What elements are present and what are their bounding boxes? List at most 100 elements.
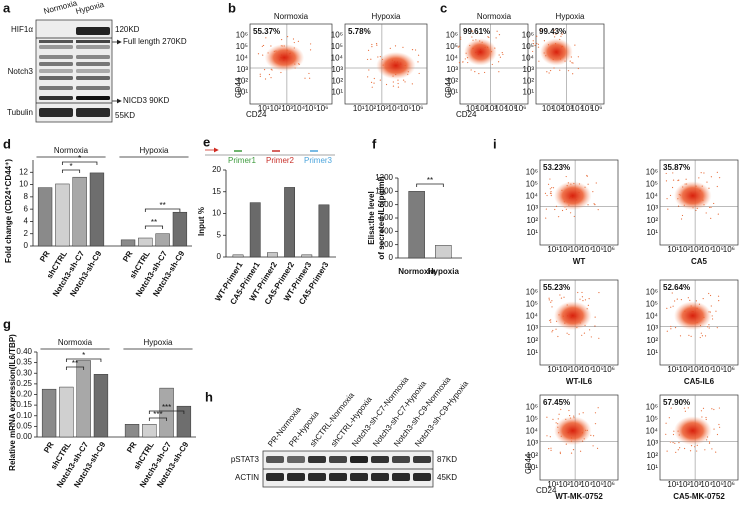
event-dot <box>557 31 559 33</box>
flow-tick-label: 10⁶ <box>526 287 538 296</box>
flow-tick-label: 10⁵ <box>446 42 458 51</box>
panel-label: d <box>3 136 11 151</box>
flow-tick-label: 10⁵ <box>526 414 538 423</box>
event-dot <box>587 183 589 185</box>
event-dot <box>672 433 675 436</box>
event-dot <box>597 209 599 211</box>
flow-tick-label: 10² <box>331 76 343 85</box>
event-dot <box>546 416 548 418</box>
event-dot <box>704 335 707 337</box>
event-dot <box>679 447 681 449</box>
event-dot <box>262 54 264 56</box>
event-dot <box>690 445 693 447</box>
event-dot <box>543 40 546 42</box>
y-tick-label: 20 <box>212 165 221 174</box>
event-dot <box>293 41 295 44</box>
event-dot <box>594 325 596 327</box>
flow-tick-label: 10¹ <box>236 88 248 97</box>
x-tick-label: Hypoxia <box>428 267 460 276</box>
flow-tick-label: 10² <box>365 104 377 113</box>
event-dot <box>545 217 547 219</box>
bar <box>232 254 244 258</box>
event-dot <box>674 300 676 302</box>
event-dot <box>718 407 721 409</box>
event-dot <box>581 334 583 336</box>
event-dot <box>700 172 702 174</box>
event-dot <box>579 450 582 452</box>
flow-tick-label: 10² <box>646 336 658 345</box>
event-dot <box>280 71 282 74</box>
flow-tick-label: 10² <box>270 104 282 113</box>
event-dot <box>683 407 686 409</box>
band <box>413 473 431 481</box>
flow-tick-label: 10⁵ <box>646 414 658 423</box>
percent-label: 53.23% <box>543 163 570 172</box>
plot-title: Normoxia <box>477 12 512 21</box>
event-dot <box>677 449 679 451</box>
flow-tick-label: 10² <box>552 104 564 113</box>
band <box>39 76 73 80</box>
panel-label: f <box>372 136 377 151</box>
y-tick-label: 1200 <box>375 173 393 182</box>
event-dot <box>670 325 672 328</box>
flow-tick-label: 10⁶ <box>603 480 615 489</box>
y-tick-label: 800 <box>380 200 394 209</box>
event-dot <box>566 332 568 334</box>
axis-label: CD24 <box>456 110 477 119</box>
event-dot <box>672 441 674 444</box>
axis-label: CD24 <box>536 486 557 495</box>
flow-tick-label: 10² <box>522 76 534 85</box>
event-dot <box>550 301 552 303</box>
flow-tick-label: 10¹ <box>522 88 534 97</box>
event-dot <box>577 291 579 294</box>
event-dot <box>539 29 542 31</box>
band <box>308 456 326 463</box>
significance-bracket <box>61 169 81 173</box>
event-dot <box>549 192 552 194</box>
event-dot <box>695 209 697 212</box>
flow-tick-label: 10¹ <box>547 365 559 374</box>
flow-tick-label: 10⁶ <box>446 31 458 40</box>
band <box>371 473 389 481</box>
event-dot <box>689 450 692 452</box>
event-dot <box>581 296 584 298</box>
event-dot <box>370 81 373 83</box>
significance-label: *** <box>162 403 171 412</box>
event-dot <box>462 61 464 63</box>
event-dot <box>561 32 563 34</box>
event-dot <box>709 206 711 208</box>
event-dot <box>581 291 583 294</box>
y-tick-label: 0 <box>24 241 29 250</box>
event-dot <box>555 328 557 330</box>
event-dot <box>583 332 586 334</box>
flow-tick-label: 10⁴ <box>526 427 539 436</box>
event-dot <box>666 307 668 310</box>
flow-tick-label: 10⁵ <box>522 42 534 51</box>
event-dot <box>677 205 680 207</box>
flow-tick-label: 10⁵ <box>592 480 604 489</box>
event-dot <box>716 433 719 436</box>
note: NICD3 90KD <box>123 96 169 105</box>
flow-tick-label: 10⁶ <box>331 31 343 40</box>
event-dot <box>537 43 540 45</box>
flow-plot <box>459 23 529 105</box>
flow-tick-label: 10⁴ <box>571 104 584 113</box>
event-dot <box>557 418 559 420</box>
event-dot <box>690 335 692 338</box>
event-dot <box>705 418 707 421</box>
event-dot <box>715 451 717 453</box>
event-dot <box>554 208 556 211</box>
bar <box>172 211 188 247</box>
event-dot <box>498 71 500 73</box>
plot-caption: CA5-IL6 <box>684 377 715 386</box>
axis-label: CD44 <box>524 453 533 474</box>
band <box>76 86 110 90</box>
event-dot <box>708 327 710 329</box>
event-dot <box>551 300 553 302</box>
event-dot <box>555 205 558 207</box>
flow-tick-label: 10⁶ <box>723 245 735 254</box>
event-dot <box>551 331 553 333</box>
flow-tick-label: 10⁵ <box>304 104 316 113</box>
event-dot <box>713 408 715 411</box>
event-dot <box>713 428 715 430</box>
